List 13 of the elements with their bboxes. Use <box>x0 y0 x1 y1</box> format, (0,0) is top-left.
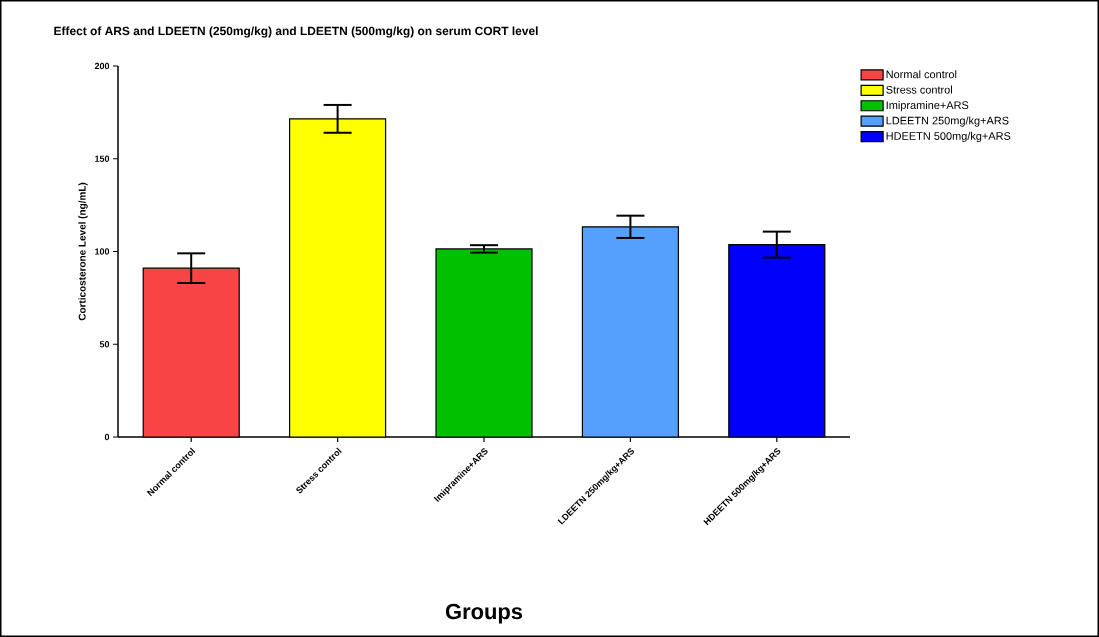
x-axis-title: Groups <box>445 603 523 624</box>
y-tick-label: 0 <box>104 433 110 441</box>
legend-label: LDEETN 250mg/kg+ARS <box>886 116 1009 127</box>
legend-label: Stress control <box>886 85 952 94</box>
legend-label: Imipramine+ARS <box>886 101 969 112</box>
y-tick-label: 200 <box>94 62 110 70</box>
chart-title: Effect of ARS and LDEETN (250mg/kg) and LDEETN (500mg/kg) on serum CORT level <box>54 26 538 38</box>
y-tick-label: 100 <box>95 248 110 255</box>
legend-label: Normal control <box>886 70 957 79</box>
legend-label: HDEETN 500mg/kg+ARS <box>886 131 1011 143</box>
y-tick-label: 50 <box>99 341 110 348</box>
y-tick-label: 150 <box>95 155 110 162</box>
y-axis-title: Corticosterone Level (ng/mL) <box>78 182 88 321</box>
